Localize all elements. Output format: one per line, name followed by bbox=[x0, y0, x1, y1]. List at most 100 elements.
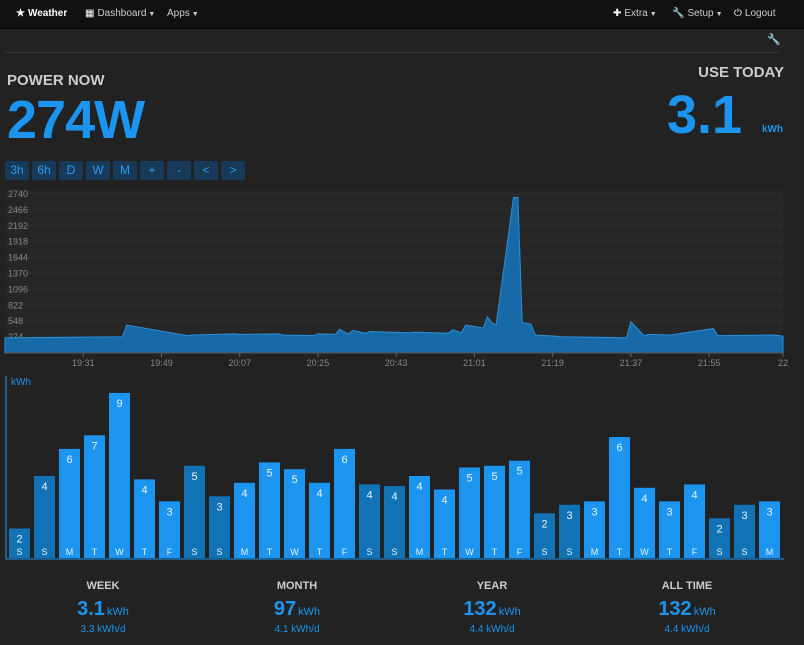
range-week-button[interactable]: W bbox=[86, 161, 110, 180]
bar-chart-day-label: S bbox=[541, 547, 547, 557]
use-today-label: USE TODAY bbox=[698, 64, 784, 81]
bar-chart-bar[interactable] bbox=[9, 528, 30, 559]
nav-apps-menu[interactable]: Apps ▼ bbox=[167, 8, 199, 19]
zoom-in-button[interactable]: + bbox=[140, 161, 164, 180]
wrench-icon: 🔧 bbox=[672, 8, 685, 19]
top-navbar: ★ Weather ▦ Dashboard ▼ Apps ▼ ✚ Extra ▼ 🔧 Setu… bbox=[0, 0, 804, 29]
nav-brand-weather[interactable]: ★ Weather bbox=[16, 8, 68, 19]
bar-chart-bar[interactable] bbox=[409, 476, 430, 558]
live-chart-y-tick: 822 bbox=[8, 300, 23, 310]
live-chart-y-tick: 274 bbox=[8, 332, 23, 342]
bar-chart-bar[interactable] bbox=[634, 487, 655, 558]
bar-chart-bar[interactable] bbox=[609, 437, 630, 558]
pan-right-button[interactable]: > bbox=[221, 161, 245, 180]
zoom-out-button[interactable]: - bbox=[167, 161, 191, 180]
bar-chart-day-label: T bbox=[667, 547, 673, 557]
bar-chart-bar[interactable] bbox=[484, 465, 505, 558]
bar-chart-day-label: T bbox=[267, 547, 273, 557]
live-chart-y-tick: 2192 bbox=[8, 221, 28, 231]
bar-chart-bar[interactable] bbox=[109, 392, 130, 558]
bar-chart-day-label: F bbox=[517, 547, 523, 557]
bar-chart-value-label: 3 bbox=[741, 510, 747, 522]
bar-chart-value-label: 4 bbox=[441, 495, 447, 507]
stat-month-value: 97 kWh bbox=[273, 598, 321, 620]
stat-all-time-daily: 4.4 kWh/d bbox=[664, 624, 710, 635]
bar-chart-day-label: T bbox=[317, 547, 323, 557]
bar-chart-value-label: 6 bbox=[66, 454, 72, 466]
bar-chart-bar[interactable] bbox=[159, 501, 180, 558]
bar-chart-bar[interactable] bbox=[234, 482, 255, 559]
bar-chart-bar[interactable] bbox=[584, 501, 605, 558]
bar-chart-bar[interactable] bbox=[709, 518, 730, 558]
range-month-button[interactable]: M bbox=[113, 161, 137, 180]
settings-wrench-icon[interactable]: 🔧 bbox=[767, 34, 781, 46]
bar-chart-bar[interactable] bbox=[134, 479, 155, 558]
bar-chart-bar[interactable] bbox=[734, 504, 755, 558]
stat-year: YEAR 132 kWh 4.4 kWh/d bbox=[395, 580, 589, 635]
bar-chart-bar[interactable] bbox=[359, 484, 380, 558]
live-chart-x-tick: 20:07 bbox=[228, 358, 251, 368]
bar-chart-bar[interactable] bbox=[659, 501, 680, 558]
bar-chart-bar[interactable] bbox=[684, 484, 705, 558]
bar-chart-bar[interactable] bbox=[59, 448, 80, 558]
bar-chart-day-label: T bbox=[92, 547, 98, 557]
range-6h-button[interactable]: 6h bbox=[32, 161, 56, 180]
bar-chart-value-label: 5 bbox=[266, 467, 272, 479]
bar-chart-value-label: 6 bbox=[341, 454, 347, 466]
bar-chart-bar[interactable] bbox=[434, 489, 455, 559]
bar-chart-day-label: M bbox=[766, 547, 774, 557]
bar-chart-bar[interactable] bbox=[259, 462, 280, 558]
live-chart-x-tick: 19:49 bbox=[150, 358, 173, 368]
bar-chart-day-label: W bbox=[290, 547, 299, 557]
nav-setup-menu[interactable]: 🔧 Setup ▼ bbox=[672, 8, 723, 19]
stat-week-daily: 3.3 kWh/d bbox=[80, 624, 126, 635]
bar-chart-value-label: 3 bbox=[166, 506, 172, 518]
bar-chart-value-label: 4 bbox=[41, 481, 47, 493]
stat-all-time-value: 132 kWh bbox=[658, 598, 716, 620]
bar-chart-day-label: F bbox=[342, 547, 348, 557]
range-3h-button[interactable]: 3h bbox=[5, 161, 29, 180]
bar-chart-day-label: S bbox=[191, 547, 197, 557]
bar-chart-bar[interactable] bbox=[459, 467, 480, 559]
bar-chart-bar[interactable] bbox=[384, 486, 405, 558]
live-chart-y-tick: 1918 bbox=[8, 237, 28, 247]
grid-icon: ▦ bbox=[85, 8, 95, 19]
bar-chart-bar[interactable] bbox=[309, 482, 330, 559]
bar-chart-value-label: 4 bbox=[141, 484, 147, 496]
bar-chart-bar[interactable] bbox=[334, 448, 355, 558]
bar-chart-day-label: T bbox=[492, 547, 498, 557]
nav-logout[interactable]: ⏻ Logout bbox=[734, 8, 776, 19]
bar-chart-bar[interactable] bbox=[34, 476, 55, 558]
bar-chart-bar[interactable] bbox=[284, 469, 305, 558]
nav-dashboard-menu[interactable]: ▦ Dashboard ▼ bbox=[85, 8, 156, 19]
stat-all-time: ALL TIME 132 kWh 4.4 kWh/d bbox=[590, 580, 784, 635]
bar-chart-day-label: T bbox=[142, 547, 148, 557]
bar-chart-bar[interactable] bbox=[509, 460, 530, 558]
daily-use-bar-chart[interactable]: 2S4S6M7T9W4T3F5S3S4M5T5W4T6F4S4S4M4T5W5T… bbox=[0, 374, 804, 564]
bar-chart-bar[interactable] bbox=[184, 465, 205, 558]
live-chart-y-tick: 1096 bbox=[8, 284, 28, 294]
bar-chart-value-label: 6 bbox=[616, 442, 622, 454]
bar-chart-bar[interactable] bbox=[209, 496, 230, 558]
bar-chart-day-label: S bbox=[41, 547, 47, 557]
live-chart-y-tick: 1644 bbox=[8, 253, 28, 263]
live-chart-x-tick: 19:31 bbox=[72, 358, 95, 368]
bar-chart-day-label: W bbox=[465, 547, 474, 557]
range-day-button[interactable]: D bbox=[59, 161, 83, 180]
use-today-value: 3.1 bbox=[667, 85, 743, 145]
bar-chart-bar[interactable] bbox=[534, 513, 555, 559]
bar-chart-day-label: W bbox=[640, 547, 649, 557]
bar-chart-value-label: 4 bbox=[691, 489, 697, 501]
bar-chart-bar[interactable] bbox=[559, 504, 580, 558]
bar-chart-bar[interactable] bbox=[84, 435, 105, 558]
pan-left-button[interactable]: < bbox=[194, 161, 218, 180]
bar-chart-day-label: T bbox=[617, 547, 623, 557]
bar-chart-value-label: 5 bbox=[291, 474, 297, 486]
bar-chart-bar[interactable] bbox=[759, 501, 780, 558]
nav-extra-menu[interactable]: ✚ Extra ▼ bbox=[613, 8, 657, 19]
power-live-chart[interactable]: 274 548 822 1096 1370 1644 1918 2192 2466 2740 19:… bbox=[0, 188, 804, 368]
bar-chart-value-label: 4 bbox=[241, 488, 247, 500]
bar-chart-day-label: F bbox=[167, 547, 173, 557]
stat-all-time-label: ALL TIME bbox=[661, 580, 713, 592]
bar-chart-value-label: 4 bbox=[391, 491, 397, 503]
